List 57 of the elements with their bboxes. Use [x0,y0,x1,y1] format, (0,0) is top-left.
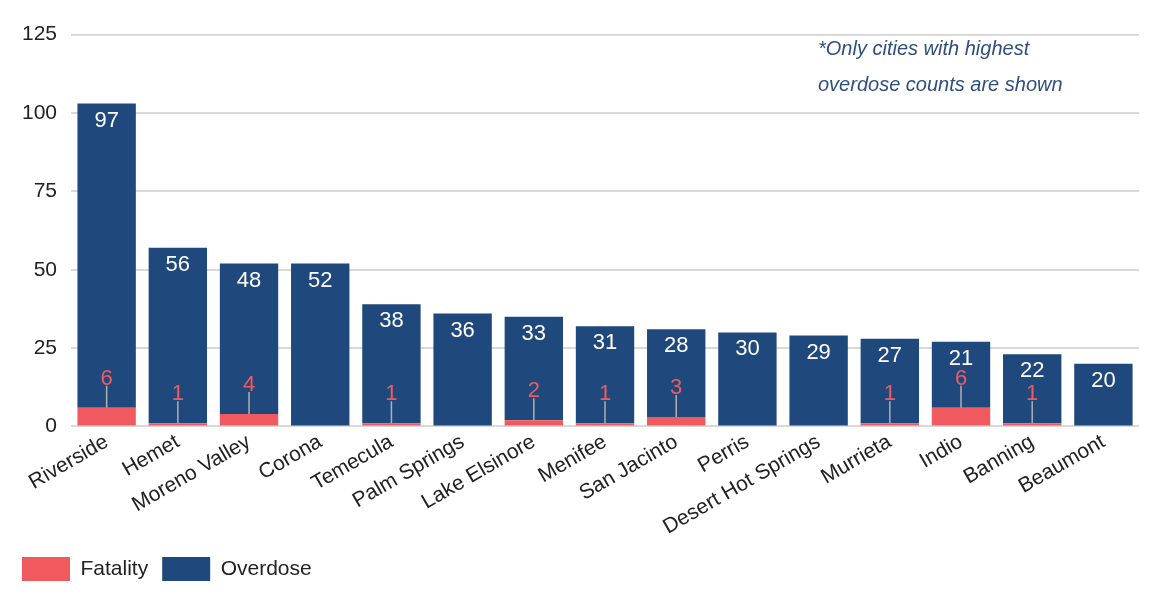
bar [575,423,635,426]
bar [362,304,421,424]
bar [1074,363,1133,426]
bar [77,103,136,408]
bar [77,407,136,426]
data-label: 56 [165,250,191,276]
data-label: 2 [527,377,540,403]
data-label: 52 [307,266,333,292]
legend-label: Overdose [220,555,312,579]
bar [860,423,919,426]
bar [575,326,635,424]
bar [148,423,208,426]
y-tick-label: 25 [33,334,58,358]
bar [504,316,564,421]
data-label: 1 [598,380,612,406]
bar [362,423,421,426]
data-label: 38 [379,307,404,333]
bar [433,313,492,426]
data-label: 6 [100,364,113,390]
data-label: 1 [1026,380,1039,406]
bar [504,420,564,426]
data-label: 48 [236,266,262,292]
bar [219,413,279,426]
bar [718,332,777,426]
bar [291,263,350,426]
data-label: 33 [521,319,547,345]
data-label: 31 [592,329,618,355]
bar [860,338,919,424]
data-label: 30 [735,335,760,361]
bar [931,407,991,426]
y-tick-label: 100 [21,99,58,123]
bar [219,263,279,414]
bar [148,247,208,424]
bar [647,417,706,426]
data-label: 97 [94,106,119,132]
data-label: 20 [1091,366,1116,392]
data-label: 1 [883,380,896,406]
data-label: 22 [1019,357,1045,383]
bar [931,341,991,408]
y-tick-label: 50 [33,256,58,280]
data-label: 36 [450,316,475,342]
data-label: 4 [242,371,256,396]
data-label: 1 [171,380,184,406]
bar [647,329,706,418]
data-label: 27 [877,341,903,367]
annotation: *Only cities with highest overdose counts are shown [818,36,1064,97]
y-tick-label: 125 [21,21,58,45]
bar [1003,423,1062,426]
legend-label: Fatality [80,555,149,579]
data-label: 29 [806,338,831,364]
y-tick-label: 75 [33,178,58,202]
y-tick-label: 0 [45,413,58,437]
data-label: 28 [663,332,689,358]
bar [1003,354,1062,424]
bar [789,335,848,426]
data-label: 3 [670,374,683,400]
data-label: 1 [385,380,398,406]
